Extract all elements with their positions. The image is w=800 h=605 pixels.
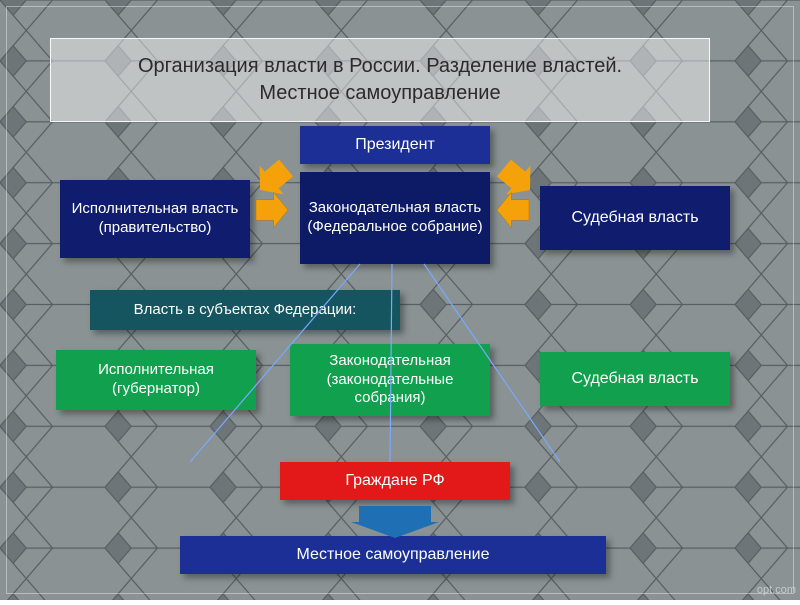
node-citizens: Граждане РФ <box>280 462 510 500</box>
watermark: opt.com <box>757 584 796 596</box>
node-sub-legislative: Законодательная (законодательные собрани… <box>290 344 490 416</box>
node-sub-executive: Исполнительная (губернатор) <box>56 350 256 410</box>
node-local-gov: Местное самоуправление <box>180 536 606 574</box>
node-president: Президент <box>300 126 490 164</box>
node-sub-judicial: Судебная власть <box>540 352 730 406</box>
node-legislative: Законодательная власть (Федеральное собр… <box>300 172 490 264</box>
title-line1: Организация власти в России. Разделение … <box>61 53 699 80</box>
diagram-container: Организация власти в России. Разделение … <box>0 0 800 600</box>
node-judicial: Судебная власть <box>540 186 730 250</box>
title-line2: Местное самоуправление <box>61 80 699 107</box>
title-box: Организация власти в России. Разделение … <box>50 38 710 122</box>
node-executive: Исполнительная власть (правительство) <box>60 180 250 258</box>
node-subjects-title: Власть в субъектах Федерации: <box>90 290 400 330</box>
